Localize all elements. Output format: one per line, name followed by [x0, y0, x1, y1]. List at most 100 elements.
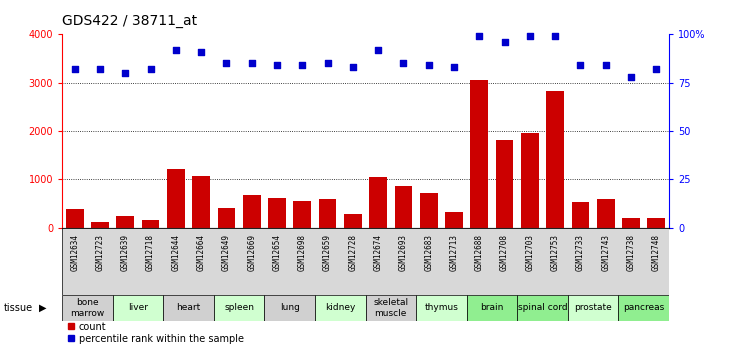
- Bar: [66, 209, 83, 228]
- Text: GSM12634: GSM12634: [70, 235, 79, 272]
- Bar: [366, 295, 416, 321]
- Point: [625, 74, 637, 80]
- Text: GSM12688: GSM12688: [474, 235, 484, 272]
- Bar: [496, 140, 513, 228]
- Bar: [167, 169, 185, 228]
- Bar: [265, 295, 315, 321]
- Bar: [163, 295, 213, 321]
- Bar: [113, 295, 163, 321]
- Text: GSM12654: GSM12654: [273, 235, 281, 272]
- Bar: [420, 194, 438, 228]
- Text: spinal cord: spinal cord: [518, 303, 567, 313]
- Text: GSM12713: GSM12713: [450, 235, 458, 272]
- Text: GSM12669: GSM12669: [247, 235, 257, 272]
- Bar: [192, 176, 210, 228]
- Text: GSM12743: GSM12743: [601, 235, 610, 272]
- Text: GSM12723: GSM12723: [96, 235, 105, 272]
- Point: [69, 67, 80, 72]
- Text: spleen: spleen: [224, 303, 254, 313]
- Text: GSM12644: GSM12644: [171, 235, 181, 272]
- Bar: [243, 195, 260, 228]
- Text: pancreas: pancreas: [623, 303, 664, 313]
- Point: [195, 49, 207, 55]
- Bar: [622, 218, 640, 228]
- Point: [474, 34, 485, 39]
- Text: GSM12728: GSM12728: [349, 235, 357, 272]
- Bar: [521, 133, 539, 228]
- Text: liver: liver: [128, 303, 148, 313]
- Point: [398, 61, 409, 66]
- Bar: [596, 199, 615, 228]
- Point: [423, 63, 434, 68]
- Point: [499, 39, 510, 45]
- Text: lung: lung: [280, 303, 300, 313]
- Bar: [116, 216, 135, 228]
- Point: [549, 34, 561, 39]
- Text: GSM12674: GSM12674: [374, 235, 382, 272]
- Text: GSM12738: GSM12738: [626, 235, 635, 272]
- Text: GSM12639: GSM12639: [121, 235, 130, 272]
- Bar: [518, 295, 568, 321]
- Text: skeletal
muscle: skeletal muscle: [374, 298, 409, 318]
- Text: GSM12748: GSM12748: [652, 235, 661, 272]
- Bar: [213, 295, 265, 321]
- Bar: [319, 199, 336, 228]
- Bar: [62, 295, 113, 321]
- Bar: [142, 220, 159, 228]
- Text: GSM12649: GSM12649: [222, 235, 231, 272]
- Point: [145, 67, 156, 72]
- Text: brain: brain: [480, 303, 504, 313]
- Text: heart: heart: [176, 303, 201, 313]
- Point: [651, 67, 662, 72]
- Text: GSM12664: GSM12664: [197, 235, 205, 272]
- Point: [170, 47, 182, 53]
- Bar: [572, 202, 589, 228]
- Bar: [395, 186, 412, 228]
- Point: [575, 63, 586, 68]
- Text: GSM12718: GSM12718: [146, 235, 155, 272]
- Bar: [618, 295, 669, 321]
- Bar: [445, 212, 463, 228]
- Bar: [648, 218, 665, 228]
- Bar: [466, 295, 518, 321]
- Text: GSM12703: GSM12703: [526, 235, 534, 272]
- Text: GSM12733: GSM12733: [576, 235, 585, 272]
- Text: ▶: ▶: [39, 303, 46, 313]
- Point: [448, 65, 460, 70]
- Bar: [568, 295, 618, 321]
- Point: [600, 63, 612, 68]
- Point: [347, 65, 359, 70]
- Text: GSM12693: GSM12693: [399, 235, 408, 272]
- Bar: [268, 198, 286, 228]
- Text: kidney: kidney: [325, 303, 355, 313]
- Point: [322, 61, 333, 66]
- Point: [94, 67, 106, 72]
- Point: [524, 34, 536, 39]
- Text: GSM12753: GSM12753: [550, 235, 560, 272]
- Text: prostate: prostate: [574, 303, 612, 313]
- Point: [221, 61, 232, 66]
- Text: tissue: tissue: [4, 303, 33, 313]
- Point: [246, 61, 257, 66]
- Text: GDS422 / 38711_at: GDS422 / 38711_at: [62, 13, 197, 28]
- Bar: [218, 208, 235, 228]
- Legend: count, percentile rank within the sample: count, percentile rank within the sample: [67, 322, 243, 344]
- Text: bone
marrow: bone marrow: [70, 298, 105, 318]
- Bar: [293, 201, 311, 228]
- Bar: [471, 80, 488, 228]
- Bar: [369, 177, 387, 228]
- Text: GSM12683: GSM12683: [424, 235, 433, 272]
- Bar: [315, 295, 366, 321]
- Text: GSM12708: GSM12708: [500, 235, 509, 272]
- Bar: [91, 222, 109, 228]
- Text: GSM12659: GSM12659: [323, 235, 332, 272]
- Bar: [546, 90, 564, 228]
- Point: [297, 63, 308, 68]
- Point: [119, 70, 131, 76]
- Bar: [416, 295, 466, 321]
- Text: thymus: thymus: [425, 303, 458, 313]
- Point: [372, 47, 384, 53]
- Bar: [344, 214, 362, 228]
- Point: [271, 63, 283, 68]
- Text: GSM12698: GSM12698: [298, 235, 307, 272]
